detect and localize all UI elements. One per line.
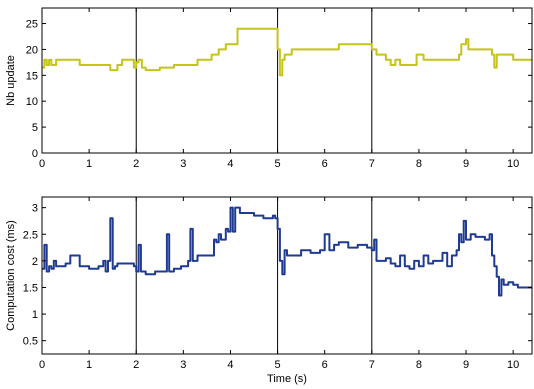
y-tick-label: 20 xyxy=(26,44,38,56)
panel-nb-update: 0 1 2 3 4 5 6 7 8 9 10 0 5 10 15 20 25 Nb update xyxy=(5,7,533,170)
x-tick-label: 5 xyxy=(275,359,281,371)
y-axis-ticks-nb-update: 0 5 10 15 20 25 xyxy=(26,19,532,160)
series-line-computation-cost-0 xyxy=(42,206,532,297)
y-axis-label-nb-update: Nb update xyxy=(5,55,17,106)
x-tick-label: 7 xyxy=(369,359,375,371)
x-tick-label: 5 xyxy=(275,158,281,170)
x-tick-label: 4 xyxy=(227,359,233,371)
y-tick-label: 25 xyxy=(26,19,38,31)
x-tick-label: 6 xyxy=(322,359,328,371)
x-axis-label-time: Time (s) xyxy=(267,373,307,385)
panel-computation-cost: 0 1 2 3 4 5 6 7 8 9 10 0.5 1 1.5 2 2.5 3 Computation co… xyxy=(5,196,533,385)
x-tick-label: 1 xyxy=(86,359,92,371)
x-tick-label: 2 xyxy=(133,359,139,371)
y-tick-label: 1.5 xyxy=(23,282,38,294)
x-tick-label: 0 xyxy=(39,359,45,371)
plot-frame-computation-cost xyxy=(41,196,533,355)
y-tick-label: 0.5 xyxy=(23,336,38,348)
x-axis-ticks-computation-cost: 0 1 2 3 4 5 6 7 8 9 10 xyxy=(39,197,519,371)
x-tick-label: 9 xyxy=(463,158,469,170)
plot-frame-nb-update xyxy=(41,7,533,154)
x-tick-label: 7 xyxy=(369,158,375,170)
x-tick-label: 8 xyxy=(416,359,422,371)
plot-area-computation-cost xyxy=(42,197,532,354)
x-tick-label: 4 xyxy=(227,158,233,170)
y-tick-label: 2 xyxy=(32,256,38,268)
y-tick-label: 5 xyxy=(32,122,38,134)
x-tick-label: 1 xyxy=(86,158,92,170)
x-tick-label: 2 xyxy=(133,158,139,170)
series-line-nb-update-0 xyxy=(42,27,532,77)
x-tick-label: 6 xyxy=(322,158,328,170)
y-tick-label: 1 xyxy=(32,309,38,321)
y-tick-label: 3 xyxy=(32,203,38,215)
x-tick-label: 10 xyxy=(507,359,519,371)
x-tick-label: 3 xyxy=(180,359,186,371)
x-tick-label: 0 xyxy=(39,158,45,170)
y-tick-label: 2.5 xyxy=(23,229,38,241)
y-tick-label: 10 xyxy=(26,96,38,108)
plot-area-nb-update xyxy=(42,8,532,153)
y-axis-ticks-computation-cost: 0.5 1 1.5 2 2.5 3 xyxy=(23,203,532,348)
x-tick-label: 3 xyxy=(180,158,186,170)
x-axis-ticks-nb-update: 0 1 2 3 4 5 6 7 8 9 10 xyxy=(39,8,519,170)
y-axis-label-computation-cost: Computation cost (ms) xyxy=(5,220,17,331)
x-tick-label: 9 xyxy=(463,359,469,371)
y-tick-label: 0 xyxy=(32,148,38,160)
x-tick-label: 8 xyxy=(416,158,422,170)
y-tick-label: 15 xyxy=(26,70,38,82)
x-tick-label: 10 xyxy=(507,158,519,170)
